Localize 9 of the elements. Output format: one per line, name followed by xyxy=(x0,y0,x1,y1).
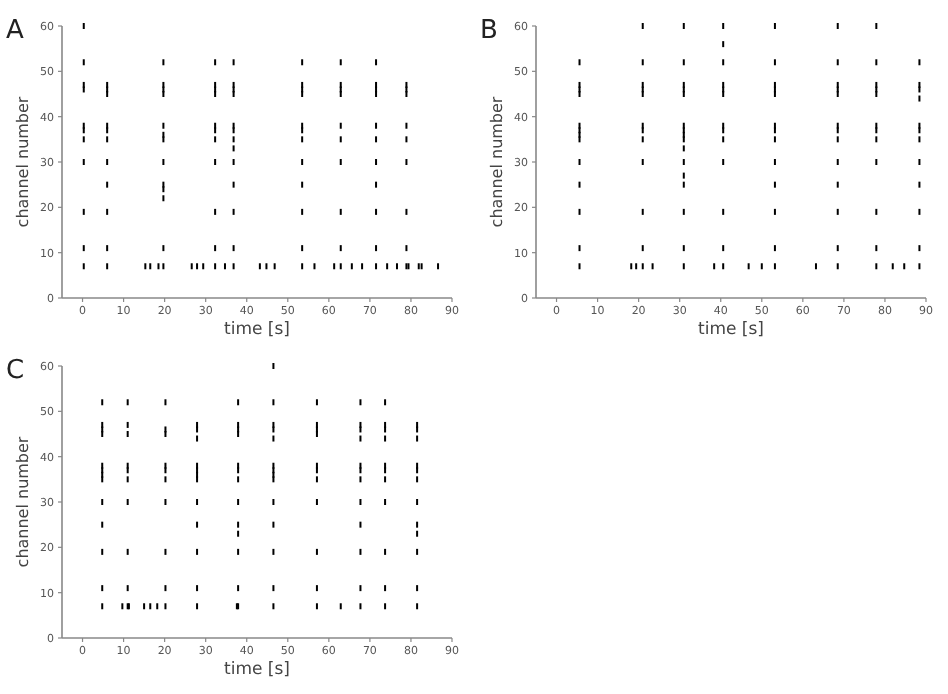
x-axis-title: time [s] xyxy=(698,320,764,340)
chart-title: A xyxy=(6,16,24,46)
chart-title: B xyxy=(480,16,498,46)
chart-title: C xyxy=(6,356,25,386)
x-axis-title: time [s] xyxy=(224,660,290,680)
y-axis-title: channel number xyxy=(488,95,506,228)
x-axis-title: time [s] xyxy=(224,320,290,340)
y-axis-title: channel number xyxy=(14,435,32,568)
y-axis-title: channel number xyxy=(14,95,32,228)
